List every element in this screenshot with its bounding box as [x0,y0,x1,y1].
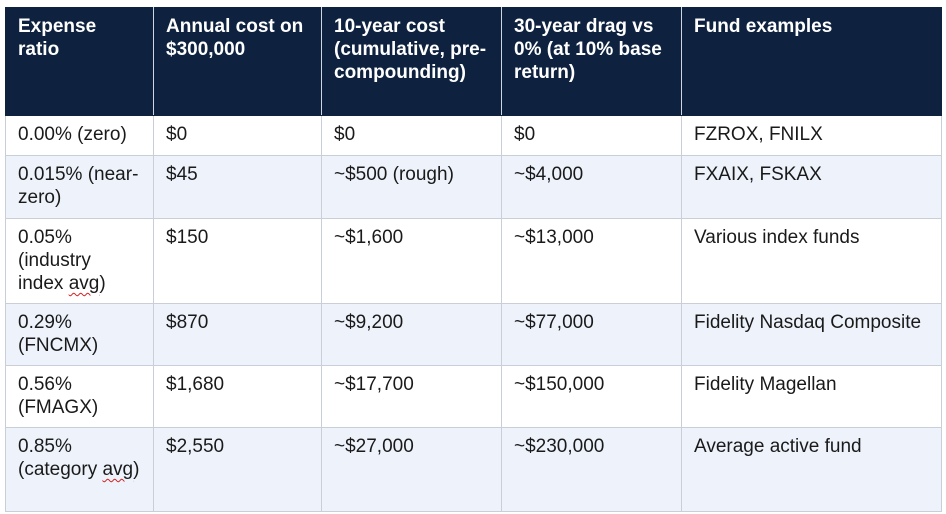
header-expense-ratio: Expense ratio [5,7,154,116]
header-30-year-drag: 30-year drag vs 0% (at 10% base return) [501,7,682,116]
cell-fund-examples: Average active fund [681,427,942,512]
table-row: 0.56% (FMAGX) $1,680 ~$17,700 ~$150,000 … [5,365,942,428]
header-fund-examples: Fund examples [681,7,942,116]
cell-30-year-drag: ~$77,000 [501,303,682,366]
cell-fund-examples: Various index funds [681,218,942,304]
cell-30-year-drag: ~$4,000 [501,155,682,219]
table-row: 0.00% (zero) $0 $0 $0 FZROX, FNILX [5,115,942,156]
cell-expense-ratio: 0.56% (FMAGX) [5,365,154,428]
header-annual-cost: Annual cost on $300,000 [153,7,322,116]
cell-30-year-drag: ~$230,000 [501,427,682,512]
expense-ratio-table: Expense ratio Annual cost on $300,000 10… [5,7,942,512]
cell-annual-cost: $2,550 [153,427,322,512]
cell-fund-examples: Fidelity Magellan [681,365,942,428]
cell-fund-examples: FXAIX, FSKAX [681,155,942,219]
cell-10-year-cost: ~$27,000 [321,427,502,512]
table-header-row: Expense ratio Annual cost on $300,000 10… [5,7,942,116]
cell-annual-cost: $150 [153,218,322,304]
cell-fund-examples: Fidelity Nasdaq Composite [681,303,942,366]
cell-fund-examples: FZROX, FNILX [681,115,942,156]
cell-annual-cost: $0 [153,115,322,156]
cell-10-year-cost: $0 [321,115,502,156]
cell-30-year-drag: ~$13,000 [501,218,682,304]
table-row: 0.05% (industry index avg) $150 ~$1,600 … [5,218,942,304]
cell-expense-ratio: 0.85% (category avg) [5,427,154,512]
cell-10-year-cost: ~$9,200 [321,303,502,366]
cell-expense-ratio: 0.29% (FNCMX) [5,303,154,366]
cell-annual-cost: $870 [153,303,322,366]
cell-30-year-drag: ~$150,000 [501,365,682,428]
cell-annual-cost: $45 [153,155,322,219]
table-row: 0.85% (category avg) $2,550 ~$27,000 ~$2… [5,427,942,512]
header-10-year-cost: 10-year cost (cumulative, pre-compoundin… [321,7,502,116]
cell-annual-cost: $1,680 [153,365,322,428]
cell-expense-ratio: 0.00% (zero) [5,115,154,156]
cell-expense-ratio: 0.015% (near-zero) [5,155,154,219]
table-row: 0.015% (near-zero) $45 ~$500 (rough) ~$4… [5,155,942,219]
cell-30-year-drag: $0 [501,115,682,156]
table-row: 0.29% (FNCMX) $870 ~$9,200 ~$77,000 Fide… [5,303,942,366]
cell-10-year-cost: ~$17,700 [321,365,502,428]
cell-10-year-cost: ~$500 (rough) [321,155,502,219]
cell-10-year-cost: ~$1,600 [321,218,502,304]
cell-expense-ratio: 0.05% (industry index avg) [5,218,154,304]
